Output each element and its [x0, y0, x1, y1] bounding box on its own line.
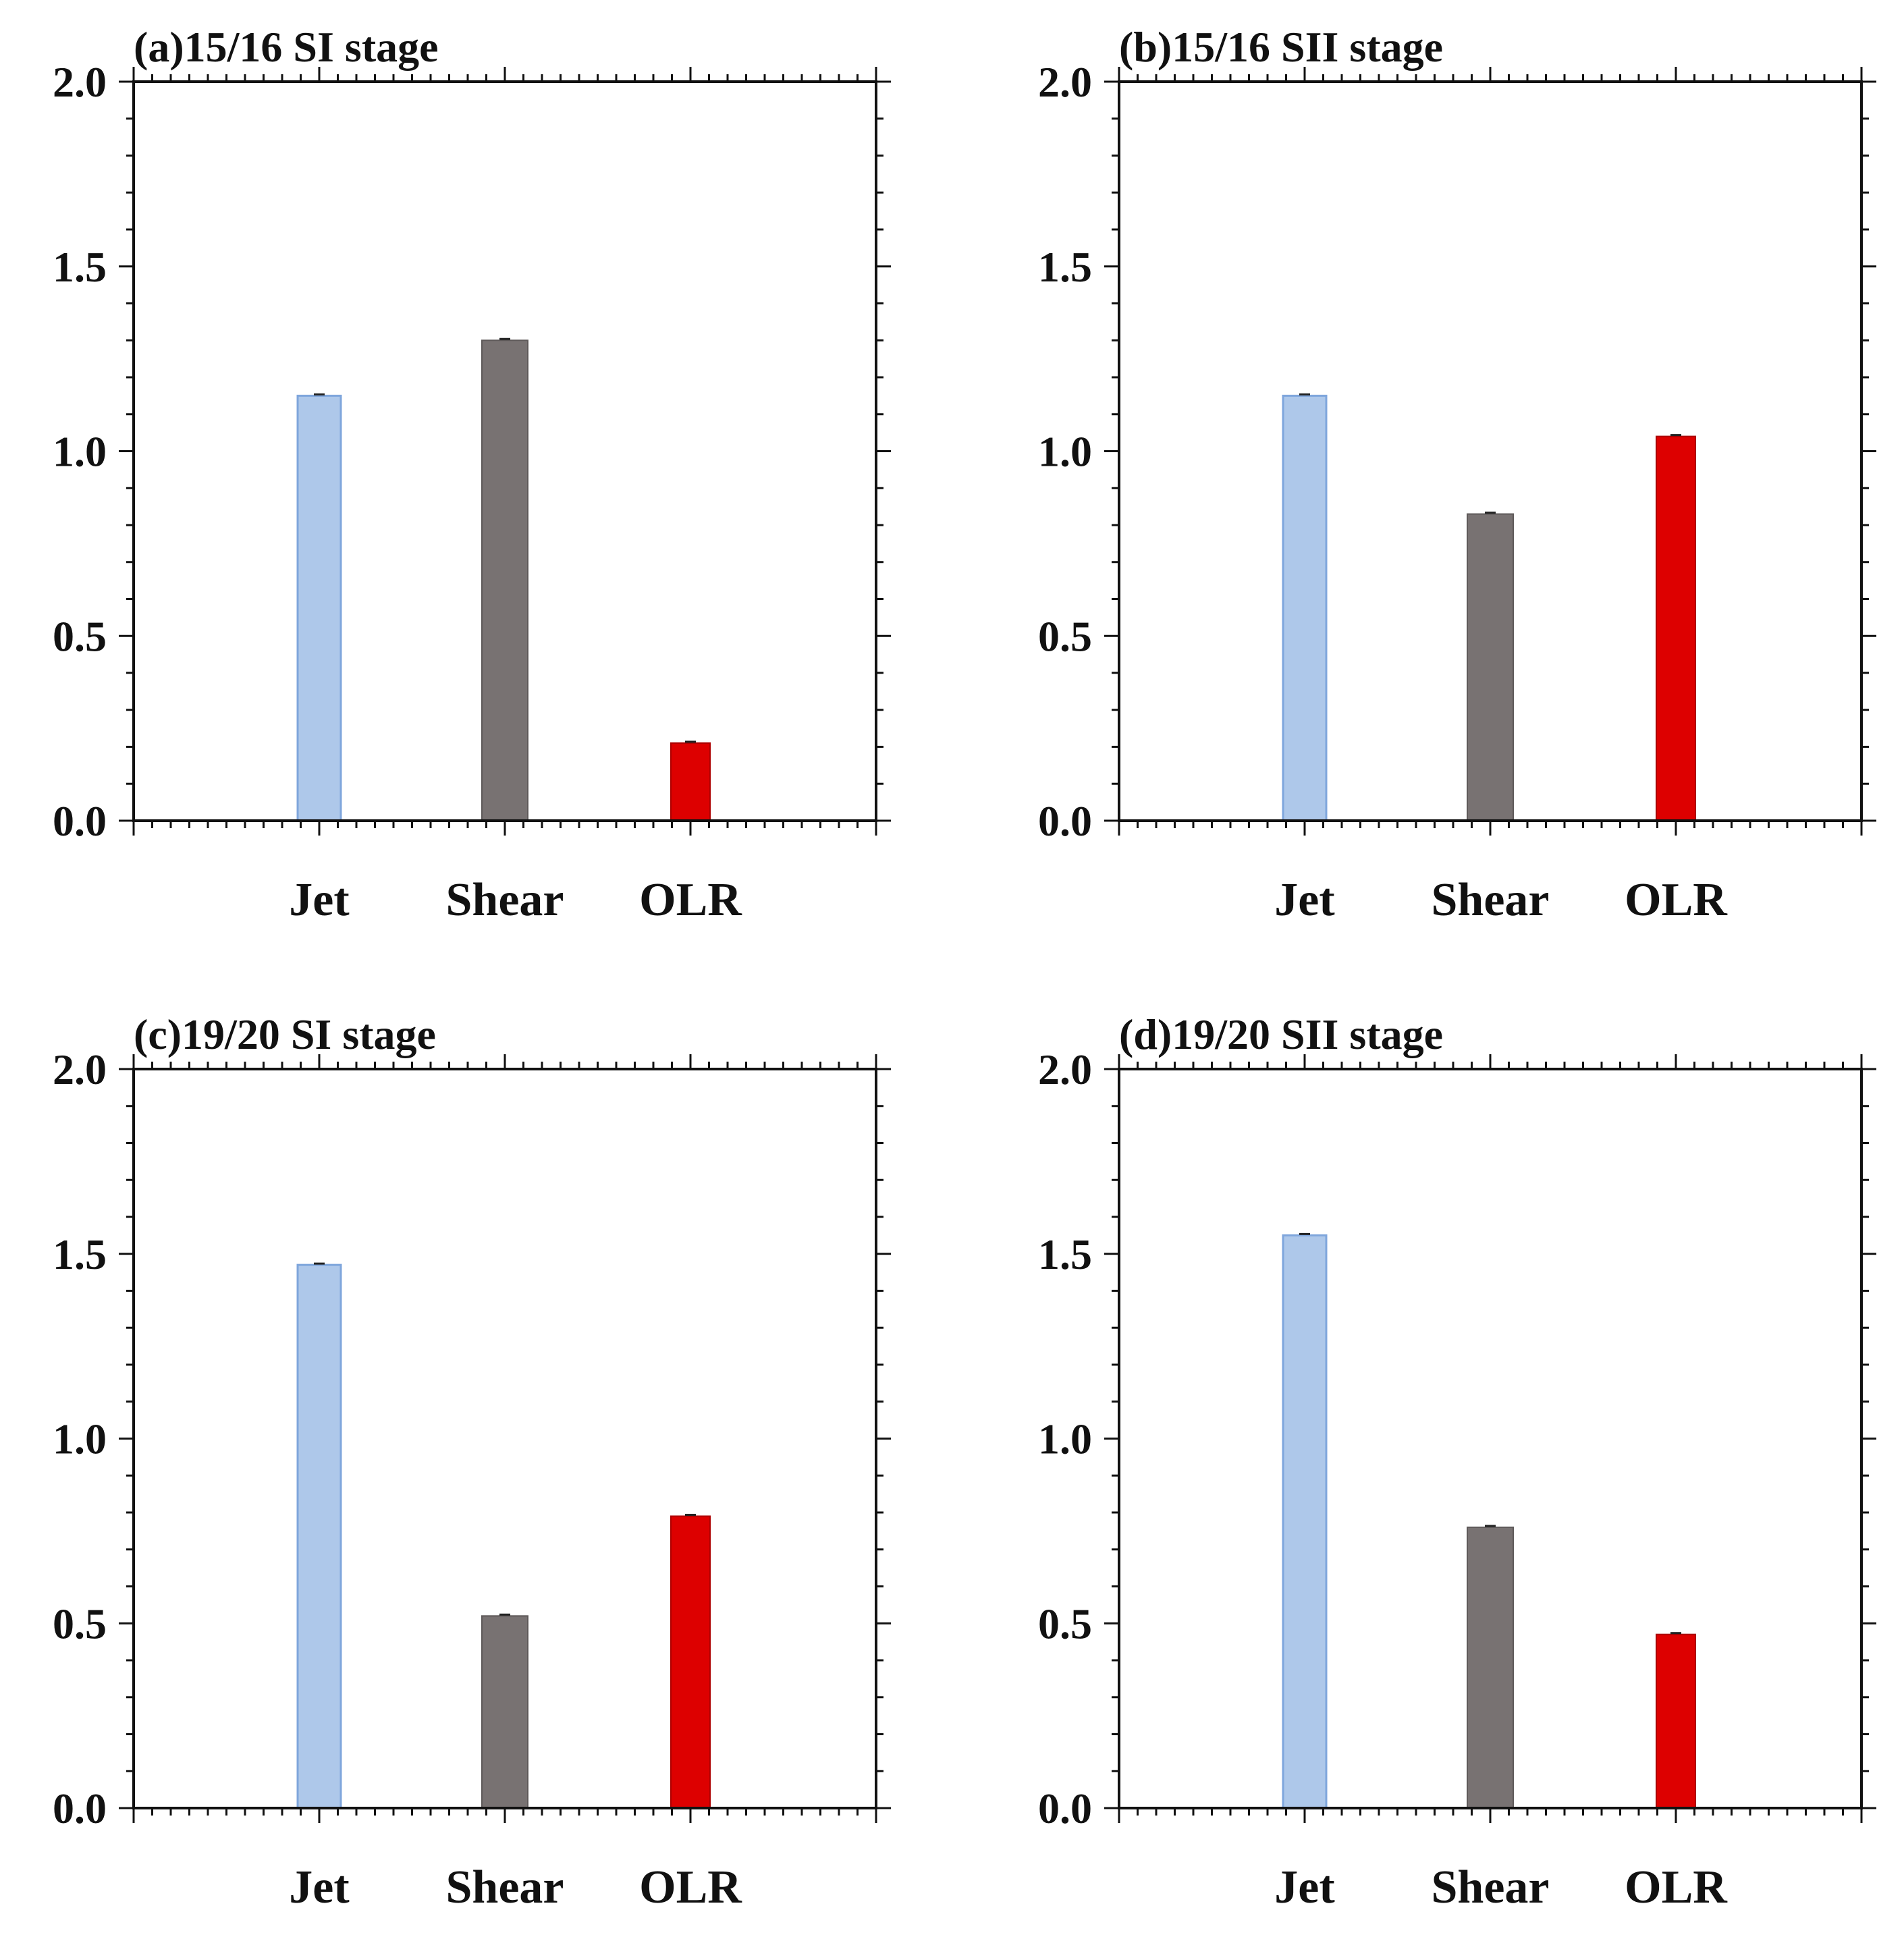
- x-tick-label-shear: Shear: [446, 1861, 564, 1913]
- y-tick-label: 2.0: [53, 1045, 107, 1093]
- panel-title: (a)15/16 SI stage: [134, 23, 439, 71]
- bar-jet: [296, 394, 342, 822]
- x-tick-label-shear: Shear: [1432, 1861, 1550, 1913]
- bar-olr: [1656, 435, 1696, 821]
- y-tick-label: 1.5: [1038, 243, 1092, 291]
- panel-a: (a)15/16 SI stage 0.0 0.5 1.0 1.5 2.0 Jet Shear…: [53, 23, 891, 926]
- x-tick-label-shear: Shear: [446, 874, 564, 926]
- y-tick-label: 1.5: [1038, 1230, 1092, 1278]
- x-tick-label-shear: Shear: [1432, 874, 1550, 926]
- bar-shear: [481, 1615, 528, 1809]
- y-tick-label: 2.0: [53, 58, 107, 106]
- x-tick-label-olr: OLR: [639, 1861, 742, 1913]
- y-tick-label: 1.0: [1038, 428, 1092, 476]
- panel-b: (b)15/16 SII stage 0.0 0.5 1.0 1.5 2.0 Jet Shea…: [1038, 23, 1876, 926]
- panel-title: (c)19/20 SI stage: [134, 1010, 436, 1058]
- bar-shear: [481, 339, 528, 821]
- y-tick-label: 0.5: [53, 612, 107, 660]
- bar-jet: [1282, 394, 1328, 822]
- y-tick-label: 0.0: [1038, 1784, 1092, 1832]
- bar-jet: [1282, 1234, 1328, 1809]
- x-tick-label-jet: Jet: [289, 874, 349, 926]
- y-tick-label: 0.0: [53, 797, 107, 845]
- bar-olr: [670, 742, 711, 822]
- x-tick-label-olr: OLR: [1625, 1861, 1728, 1913]
- panel-title: (b)15/16 SII stage: [1119, 23, 1443, 71]
- bar-jet: [296, 1263, 342, 1809]
- x-tick-label-jet: Jet: [1274, 874, 1334, 926]
- y-tick-label: 1.0: [53, 428, 107, 476]
- y-tick-label: 2.0: [1038, 58, 1092, 106]
- bar-shear: [1467, 513, 1514, 821]
- y-tick-label: 1.5: [53, 243, 107, 291]
- y-tick-label: 1.5: [53, 1230, 107, 1278]
- y-tick-label: 0.0: [53, 1784, 107, 1832]
- bar-shear: [1467, 1526, 1514, 1809]
- x-tick-label-olr: OLR: [1625, 874, 1728, 926]
- x-tick-label-jet: Jet: [289, 1861, 349, 1913]
- x-tick-label-olr: OLR: [639, 874, 742, 926]
- y-tick-label: 1.0: [1038, 1415, 1092, 1463]
- x-tick-label-jet: Jet: [1274, 1861, 1334, 1913]
- y-tick-label: 0.5: [1038, 1600, 1092, 1647]
- panel-title: (d)19/20 SII stage: [1119, 1010, 1443, 1058]
- y-tick-label: 2.0: [1038, 1045, 1092, 1093]
- y-tick-label: 0.5: [1038, 612, 1092, 660]
- panel-d: (d)19/20 SII stage 0.0 0.5 1.0 1.5 2.0 Jet Shea…: [1038, 1010, 1876, 1913]
- y-tick-label: 1.0: [53, 1415, 107, 1463]
- panel-c: (c)19/20 SI stage 0.0 0.5 1.0 1.5 2.0 Jet Shear…: [53, 1010, 891, 1913]
- bar-olr: [1656, 1633, 1696, 1809]
- bar-olr: [670, 1515, 711, 1809]
- y-tick-label: 0.0: [1038, 797, 1092, 845]
- y-tick-label: 0.5: [53, 1600, 107, 1647]
